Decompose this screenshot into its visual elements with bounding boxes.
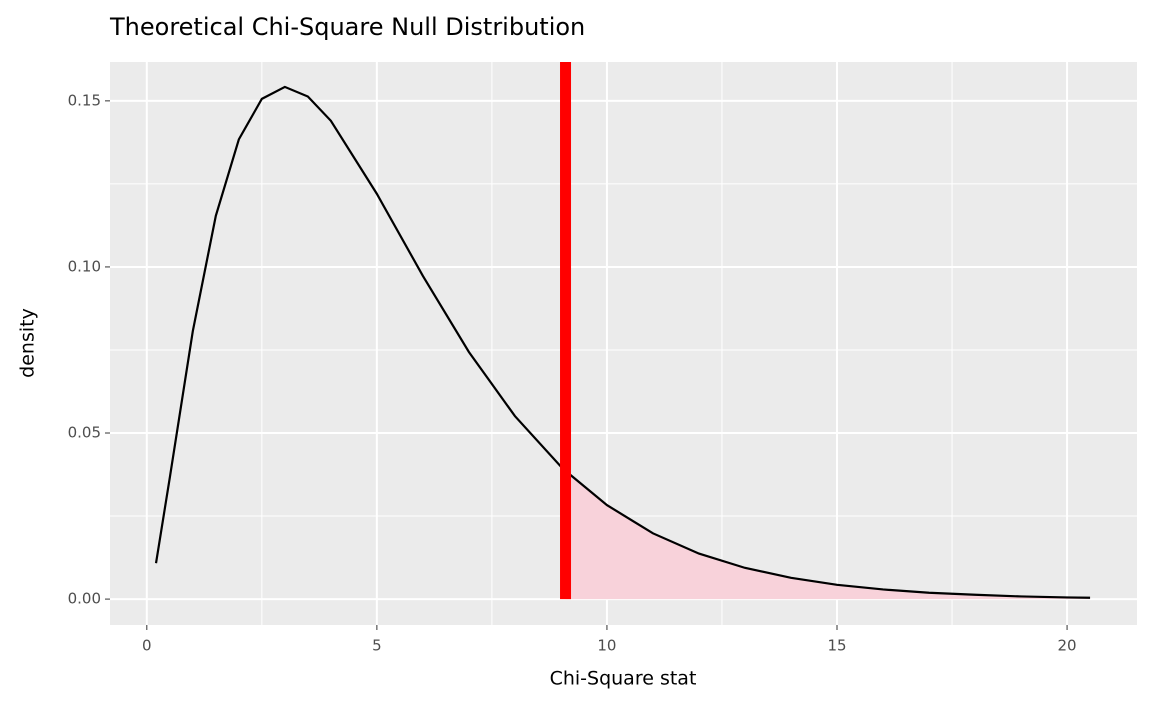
x-tick-label: 0	[142, 637, 152, 655]
x-axis-title: Chi-Square stat	[550, 668, 697, 690]
y-tick-label: 0.15	[68, 91, 101, 109]
x-tick-label: 15	[827, 637, 846, 655]
x-tick-label: 5	[372, 637, 382, 655]
y-tick-label: 0.00	[68, 590, 101, 608]
chart-title: Theoretical Chi-Square Null Distribution	[109, 13, 585, 41]
x-tick-label: 10	[597, 637, 616, 655]
y-axis-title: density	[17, 308, 39, 378]
y-tick-label: 0.10	[68, 257, 101, 275]
y-tick-label: 0.05	[68, 424, 101, 442]
tail-area	[565, 470, 1091, 600]
x-tick-label: 20	[1058, 637, 1077, 655]
